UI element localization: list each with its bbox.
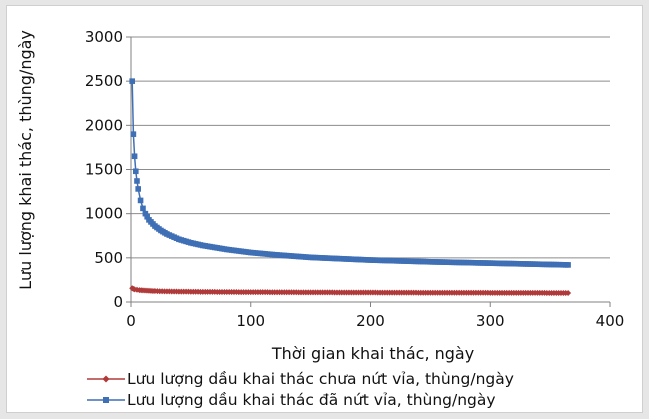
tick-labels: 0 500 1000 1500 2000 2500 3000 0 100 200 300 400: [85, 28, 625, 330]
data-point: [132, 168, 139, 175]
data-point: [142, 210, 149, 217]
gridlines: [131, 36, 610, 259]
x-tick-label: 300: [476, 312, 505, 330]
data-point: [130, 131, 137, 137]
y-tick-label: 500: [94, 249, 123, 267]
series-group: [129, 78, 572, 296]
y-tick-label: 1500: [85, 161, 123, 179]
data-point: [565, 289, 572, 296]
axes: [126, 36, 611, 307]
x-axis-title: Thời gian khai thác, ngày: [271, 344, 474, 363]
chart-frame: 0 500 1000 1500 2000 2500 3000 0 100 200 300 400 Th…: [6, 5, 643, 413]
legend-label-fractured: Lưu lượng dầu khai thác đã nứt vỉa, thùn…: [127, 391, 496, 409]
data-point: [140, 205, 146, 212]
data-point: [137, 197, 144, 204]
legend-label-unfractured: Lưu lượng dầu khai thác chưa nứt vỉa, th…: [127, 370, 514, 388]
x-tick-label: 0: [126, 312, 136, 330]
x-tick-label: 100: [236, 312, 265, 330]
series-line: [131, 81, 569, 266]
data-point: [565, 262, 571, 268]
series-unfractured: [129, 285, 572, 296]
data-point: [129, 78, 135, 84]
x-tick-label: 400: [596, 312, 625, 330]
legend-marker-diamond: [102, 375, 110, 383]
data-point: [131, 153, 138, 160]
data-point: [144, 213, 150, 220]
legend: Lưu lượng dầu khai thác chưa nứt vỉa, th…: [87, 370, 514, 409]
y-tick-label: 1000: [85, 205, 123, 223]
legend-entry-unfractured: Lưu lượng dầu khai thác chưa nứt vỉa, th…: [87, 370, 514, 388]
legend-marker-square: [103, 397, 109, 403]
y-tick-label: 2500: [85, 72, 123, 90]
data-point: [134, 178, 140, 184]
y-tick-label: 2000: [85, 116, 123, 134]
data-point: [135, 186, 141, 192]
x-tick-label: 200: [356, 312, 385, 330]
y-tick-label: 0: [113, 293, 123, 311]
y-tick-label: 3000: [85, 28, 123, 46]
series-fractured: [129, 78, 571, 268]
y-axis-title: Lưu lượng khai thác, thùng/ngày: [16, 30, 35, 290]
line-chart: 0 500 1000 1500 2000 2500 3000 0 100 200 300 400 Th…: [16, 28, 625, 409]
legend-entry-fractured: Lưu lượng dầu khai thác đã nứt vỉa, thùn…: [87, 391, 496, 409]
